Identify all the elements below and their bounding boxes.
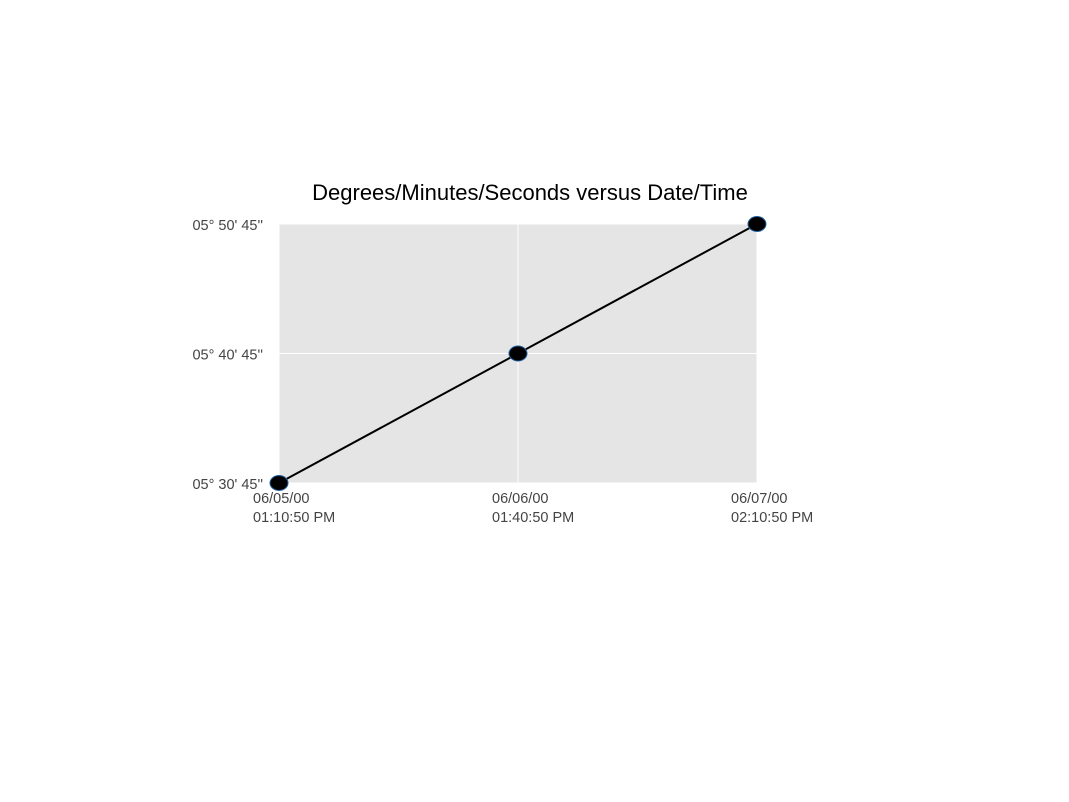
data-point-marker [269,475,289,491]
data-point-marker [508,345,528,362]
x-axis-ticks: 06/05/00 01:10:50 PM 06/06/00 01:40:50 PM 06… [253,491,813,526]
y-tick-label: 05° 50' 45'' [192,218,263,234]
y-tick-label: 05° 30' 45'' [192,477,263,493]
y-axis-ticks: 05° 30' 45'' 05° 40' 45'' 05° 50' 45'' [192,218,263,493]
x-tick-date-label: 06/05/00 [253,491,309,507]
x-tick-date-label: 06/06/00 [492,491,548,507]
x-tick-date-label: 06/07/00 [731,491,787,507]
x-tick-time-label: 01:10:50 PM [253,510,335,526]
data-point-marker [747,216,767,232]
x-tick-time-label: 02:10:50 PM [731,510,813,526]
series-group [269,216,767,491]
y-tick-label: 05° 40' 45'' [192,348,263,364]
x-tick-time-label: 01:40:50 PM [492,510,574,526]
chart-title: Degrees/Minutes/Seconds versus Date/Time [312,180,748,205]
